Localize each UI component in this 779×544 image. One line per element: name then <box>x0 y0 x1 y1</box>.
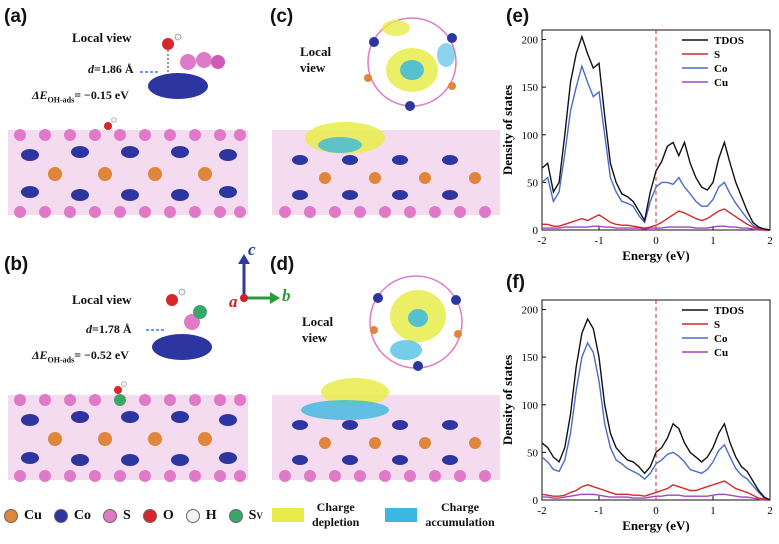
atom-legend-label: S <box>248 508 257 523</box>
series-line-tdos <box>541 34 771 231</box>
x-tick-label: 2 <box>767 235 773 247</box>
charge-legend-item: Charge accumulation <box>385 500 495 530</box>
local-cluster-b <box>146 288 212 360</box>
atom-legend-item: S <box>103 508 131 524</box>
slab-a <box>8 117 248 218</box>
bond-length-a: d=1.86 Å <box>88 62 134 76</box>
y-tick-label: 200 <box>522 35 539 47</box>
dos-chart-f: 0 50 100 150 200 -2 -1 0 1 2 Energy (eV) Density of… <box>500 299 773 533</box>
legend-label: Co <box>714 333 728 345</box>
slab-d <box>272 378 500 482</box>
y-tick-label: 100 <box>522 130 539 142</box>
charge-legend-swatch <box>385 508 418 522</box>
panel-label-e: (e) <box>506 6 530 27</box>
charge-legend-label: Charge accumulation <box>425 500 495 529</box>
atom-legend-label: Cu <box>24 508 42 523</box>
local-view-label-d: Local view <box>302 314 334 345</box>
atom-legend-swatch <box>228 509 243 523</box>
series-line-s <box>541 480 771 501</box>
atom-legend-swatch <box>142 509 157 523</box>
adsorption-energy-a: ΔEOH-ads= −0.15 eV <box>32 88 129 105</box>
charge-legend: Charge depletion Charge accumulation <box>272 500 495 530</box>
x-axis-label: Energy (eV) <box>622 248 690 263</box>
panel-label-d: (d) <box>270 254 295 275</box>
y-tick-label: 200 <box>522 305 539 317</box>
x-tick-label: -2 <box>537 235 546 247</box>
panel-label-f: (f) <box>506 272 525 293</box>
panel-label-c: (c) <box>270 6 294 27</box>
charge-legend-label: Charge depletion <box>312 500 360 529</box>
x-axis-label: Energy (eV) <box>622 518 690 533</box>
axis-b-label: b <box>282 286 291 305</box>
atom-legend-item: Cu <box>4 508 42 524</box>
atom-legend-item: H <box>185 508 217 524</box>
y-axis-label: Density of states <box>500 355 515 445</box>
local-view-label-a: Local view <box>72 30 132 45</box>
atom-legend-subscript: V <box>256 511 263 521</box>
legend-label: S <box>714 319 720 331</box>
atom-legend: Cu Co S O H S V <box>4 508 275 524</box>
y-tick-label: 0 <box>533 225 539 237</box>
adsorption-energy-b: ΔEOH-ads= −0.52 eV <box>32 348 129 365</box>
legend-label: Co <box>714 63 728 75</box>
y-tick-label: 100 <box>522 400 539 412</box>
legend-label: TDOS <box>714 35 744 47</box>
axis-c-label: c <box>248 240 256 259</box>
atom-legend-swatch <box>103 509 118 523</box>
atom-legend-swatch <box>4 509 18 523</box>
x-tick-label: 1 <box>710 235 716 247</box>
local-view-label-c: Local view <box>300 44 332 75</box>
charge-cluster-d <box>369 275 463 371</box>
slab-c <box>272 122 500 218</box>
series-line-cu <box>542 493 770 501</box>
atom-legend-swatch <box>185 509 200 523</box>
series-line-co <box>541 63 770 231</box>
slab-b <box>8 381 248 482</box>
x-tick-label: -1 <box>594 505 603 517</box>
legend-label: S <box>714 49 720 61</box>
charge-legend-swatch <box>272 508 304 522</box>
charge-legend-item: Charge depletion <box>272 500 359 530</box>
legend-label: Cu <box>714 77 728 89</box>
y-tick-label: 50 <box>527 447 539 459</box>
panel-label-a: (a) <box>4 6 28 27</box>
atom-legend-label: Co <box>73 508 92 523</box>
bond-length-b: d=1.78 Å <box>86 322 132 336</box>
y-tick-label: 150 <box>522 82 539 94</box>
axis-a-label: a <box>229 292 238 311</box>
series-line-cu <box>542 225 770 231</box>
atom-legend-item: O <box>142 508 174 524</box>
y-tick-label: 50 <box>527 177 539 189</box>
local-view-label-b: Local view <box>72 292 132 307</box>
charge-cluster-c <box>364 17 457 111</box>
dos-chart-e: 0 50 100 150 200 -2 -1 0 1 2 Energy (eV) Density of… <box>500 29 773 263</box>
legend-label: TDOS <box>714 305 744 317</box>
atom-legend-label: O <box>162 508 174 523</box>
x-tick-label: -1 <box>594 235 603 247</box>
x-tick-label: -2 <box>537 505 546 517</box>
x-tick-label: 2 <box>767 505 773 517</box>
crystal-axes-glyph <box>238 254 280 304</box>
series-line-tdos <box>541 317 771 501</box>
panel-label-b: (b) <box>4 254 29 275</box>
structure-illustrations <box>8 17 500 482</box>
local-cluster-a <box>140 33 225 99</box>
atom-legend-item: Co <box>53 508 92 524</box>
x-tick-label: 0 <box>653 505 659 517</box>
atom-legend-label: H <box>205 508 217 523</box>
y-tick-label: 0 <box>533 495 539 507</box>
legend-label: Cu <box>714 347 728 359</box>
series-line-s <box>542 208 770 231</box>
atom-legend-swatch <box>53 509 68 523</box>
series-line-co <box>541 341 771 501</box>
y-tick-label: 150 <box>522 352 539 364</box>
atom-legend-label: S <box>123 508 131 523</box>
x-tick-label: 0 <box>653 235 659 247</box>
y-axis-label: Density of states <box>500 85 515 175</box>
x-tick-label: 1 <box>710 505 716 517</box>
